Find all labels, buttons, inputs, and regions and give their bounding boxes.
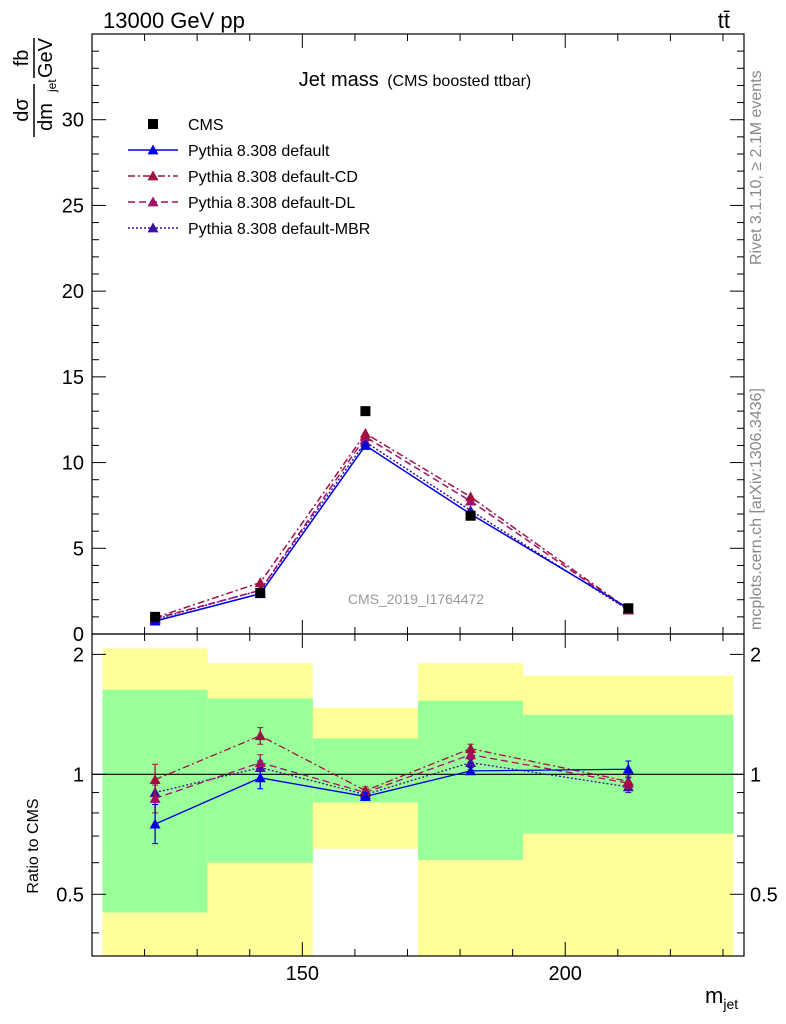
main-point-0-1 bbox=[255, 587, 266, 598]
ratio-line-1 bbox=[154, 734, 629, 792]
chart-subtitle: (CMS boosted ttbar) bbox=[387, 73, 531, 90]
energy-label: 13000 GeV pp bbox=[103, 8, 245, 33]
main-ytick-label-0: 0 bbox=[73, 624, 84, 646]
main-point-0-3 bbox=[465, 510, 476, 521]
ratio-point-1-3 bbox=[465, 743, 477, 754]
legend-marker-3 bbox=[147, 196, 159, 207]
main-ytick-label-15: 15 bbox=[62, 367, 84, 389]
ratio-ytick-label-left-1: 1 bbox=[73, 764, 84, 786]
main-point-0-0 bbox=[150, 611, 161, 622]
main-point-1-2 bbox=[359, 439, 371, 450]
process-label: tt̄ bbox=[718, 8, 730, 33]
ylabel-num2: fb bbox=[11, 50, 33, 67]
ratio-point-0-3 bbox=[465, 765, 477, 776]
ratio-ytick-label-left-0.5: 0.5 bbox=[56, 884, 84, 906]
rivet-label: Rivet 3.1.10, ≥ 2.1M events bbox=[748, 70, 765, 265]
legend-marker-0 bbox=[148, 119, 158, 129]
ratio-point-0-0 bbox=[149, 818, 161, 829]
legend-label-4: Pythia 8.308 default-MBR bbox=[188, 221, 370, 238]
legend-label-0: CMS bbox=[188, 117, 224, 134]
main-point-2-1 bbox=[254, 577, 266, 587]
ratio-ytick-label-right-0.5: 0.5 bbox=[750, 884, 778, 906]
ratio-point-1-4 bbox=[622, 775, 634, 786]
legend-entry-2: Pythia 8.308 default-CD bbox=[128, 169, 358, 186]
ratio-series-0 bbox=[149, 760, 634, 845]
main-ylabel: dσ dm jet fb GeV bbox=[11, 37, 59, 137]
main-ytick-label-5: 5 bbox=[73, 538, 84, 560]
legend-label-2: Pythia 8.308 default-CD bbox=[188, 169, 358, 186]
legend-marker-4 bbox=[147, 222, 159, 233]
main-line-2 bbox=[154, 432, 629, 619]
legend-label-3: Pythia 8.308 default-DL bbox=[188, 195, 355, 212]
main-ytick-label-20: 20 bbox=[62, 281, 84, 303]
legend-entry-0: CMS bbox=[148, 117, 224, 134]
main-point-2-3 bbox=[465, 491, 477, 502]
ratio-series-1 bbox=[149, 727, 634, 797]
chart-title-group: Jet mass (CMS boosted ttbar) bbox=[299, 69, 532, 91]
ratio-ytick-label-left-2: 2 bbox=[73, 644, 84, 666]
ratio-ylabel: Ratio to CMS bbox=[25, 798, 42, 893]
legend-entry-4: Pythia 8.308 default-MBR bbox=[128, 221, 370, 238]
legend-marker-2 bbox=[147, 170, 159, 181]
legend-entry-1: Pythia 8.308 default bbox=[128, 143, 330, 160]
legend-entry-3: Pythia 8.308 default-DL bbox=[128, 195, 355, 212]
ratio-point-0-1 bbox=[254, 772, 266, 783]
xlabel-sub: jet bbox=[722, 996, 738, 1012]
chart-title: Jet mass bbox=[299, 69, 379, 91]
ylabel-den1: dm bbox=[35, 103, 57, 131]
ylabel-den2: GeV bbox=[35, 37, 57, 78]
ratio-point-2-0 bbox=[149, 792, 161, 803]
main-ytick-label-10: 10 bbox=[62, 453, 84, 475]
ratio-point-3-3 bbox=[465, 757, 477, 768]
main-line-3 bbox=[154, 435, 629, 620]
ratio-point-1-0 bbox=[149, 774, 161, 785]
ratio-point-2-3 bbox=[465, 749, 477, 760]
ratio-point-0-2 bbox=[359, 790, 371, 801]
ratio-ytick-label-right-1: 1 bbox=[750, 764, 761, 786]
legend-marker-1 bbox=[147, 144, 159, 155]
legend-label-1: Pythia 8.308 default bbox=[188, 143, 330, 160]
ratio-point-2-1 bbox=[254, 757, 266, 768]
ratio-point-1-1 bbox=[254, 730, 266, 741]
green-band-3 bbox=[418, 700, 524, 860]
ratio-uncertainty-bands bbox=[102, 648, 734, 956]
main-ytick-label-30: 30 bbox=[62, 110, 84, 132]
mcplots-label: mcplots.cern.ch [arXiv:1306.3436] bbox=[748, 388, 765, 630]
ratio-xtick-label-200: 200 bbox=[549, 963, 582, 985]
analysis-watermark: CMS_2019_I1764472 bbox=[348, 591, 484, 607]
main-point-0-2 bbox=[360, 406, 371, 417]
ratio-frame bbox=[91, 633, 745, 957]
legend: CMS Pythia 8.308 default Pythia 8.308 defa… bbox=[128, 117, 370, 238]
main-ytick-label-25: 25 bbox=[62, 195, 84, 217]
ylabel-den1-sub: jet bbox=[45, 79, 59, 93]
xlabel: mjet bbox=[705, 983, 738, 1012]
main-point-2-2 bbox=[359, 427, 371, 438]
main-series-0 bbox=[150, 406, 634, 622]
main-point-0-4 bbox=[623, 603, 634, 614]
ylabel-num1: dσ bbox=[11, 98, 33, 122]
xlabel-main: m bbox=[705, 983, 723, 1008]
ratio-point-0-4 bbox=[622, 763, 634, 774]
ratio-xtick-label-150: 150 bbox=[286, 963, 319, 985]
ratio-ytick-label-right-2: 2 bbox=[750, 644, 761, 666]
